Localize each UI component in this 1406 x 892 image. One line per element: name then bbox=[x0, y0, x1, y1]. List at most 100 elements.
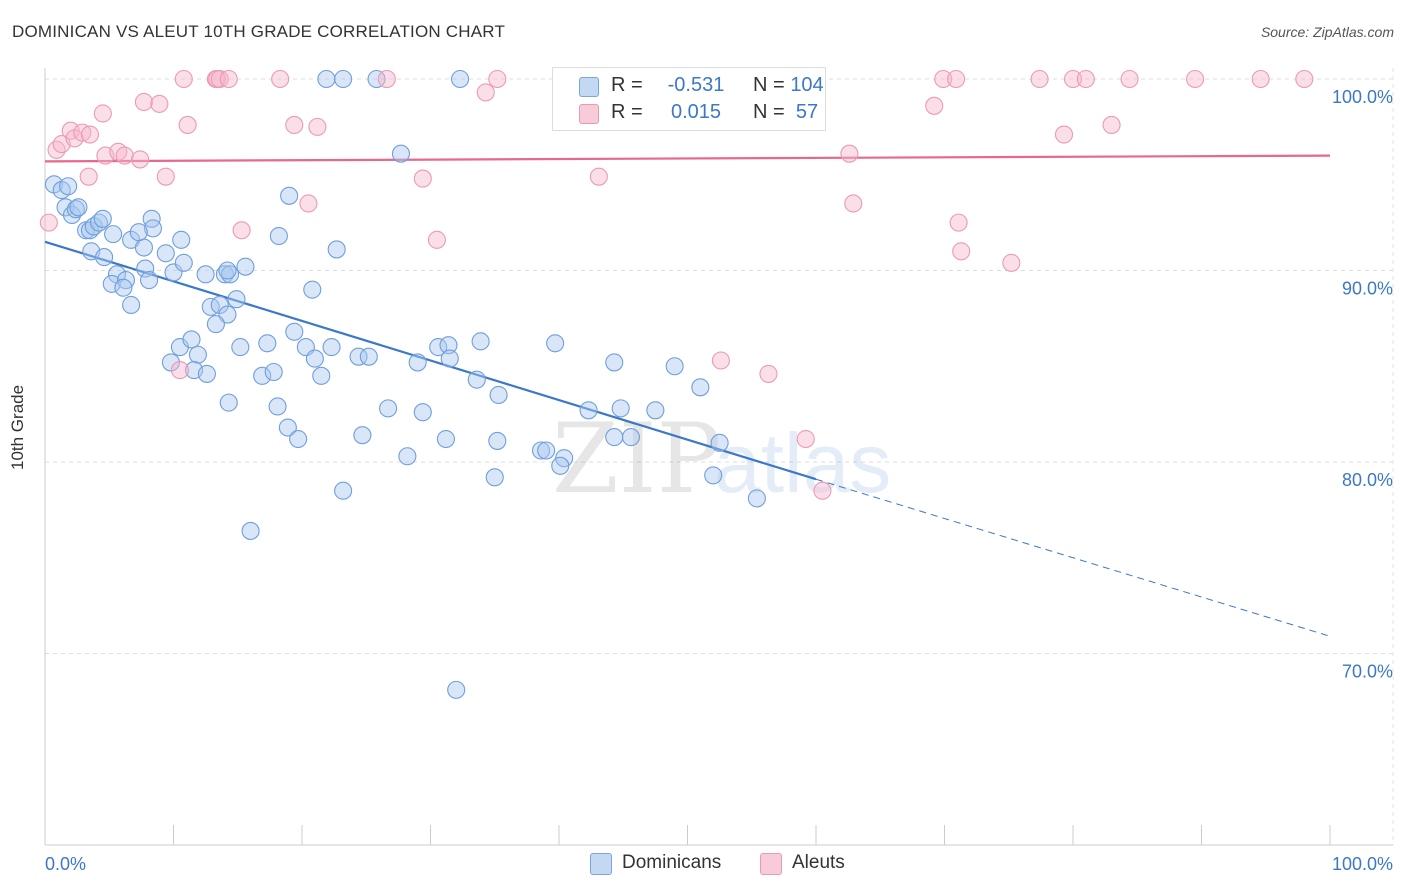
watermark-atlas: atlas bbox=[714, 416, 891, 510]
stats-legend: R = -0.531 N = 104 R = 0.015 N = 57 bbox=[552, 67, 826, 131]
legend-r-label: R = bbox=[611, 101, 643, 123]
aleuts-point bbox=[949, 213, 968, 232]
aleuts-point bbox=[150, 94, 169, 113]
y-tick-label: 100.0% bbox=[1332, 87, 1393, 107]
y-tick-label: 90.0% bbox=[1342, 279, 1393, 299]
dominicans-point bbox=[210, 295, 229, 315]
legend-swatch-dominicans bbox=[590, 853, 612, 875]
dominicans-point bbox=[172, 230, 191, 249]
axes bbox=[44, 68, 1393, 846]
aleuts-point bbox=[170, 361, 189, 380]
dominicans-point bbox=[398, 447, 417, 466]
dominicans-point bbox=[436, 429, 455, 449]
y-tick-label: 70.0% bbox=[1342, 662, 1393, 682]
dominicans-point bbox=[303, 280, 322, 299]
dominicans-point bbox=[59, 177, 78, 196]
dominicans-point bbox=[467, 370, 486, 389]
dominicans-point bbox=[268, 397, 287, 416]
legend-n-value: 57 bbox=[795, 101, 819, 123]
aleuts-point bbox=[79, 167, 98, 186]
trendline-solid bbox=[44, 240, 817, 481]
aleuts-point bbox=[925, 96, 944, 115]
aleuts-point bbox=[299, 194, 318, 213]
dominicans-point bbox=[280, 186, 299, 205]
dominicans-point bbox=[269, 226, 288, 246]
dominicans-point bbox=[278, 418, 297, 437]
dominicans-point bbox=[143, 219, 162, 238]
dominicans-point bbox=[489, 385, 508, 405]
dominicans-point bbox=[546, 334, 565, 353]
legend-label-aleuts: Aleuts bbox=[792, 852, 845, 873]
trendline-dashed bbox=[815, 478, 1331, 637]
dominicans-point bbox=[391, 144, 410, 163]
dominicans-point bbox=[488, 431, 507, 450]
dominicans-point bbox=[156, 244, 175, 263]
aleuts-point bbox=[1120, 69, 1139, 89]
y-tick-label: 80.0% bbox=[1342, 470, 1393, 490]
dominicans-point bbox=[665, 357, 684, 376]
aleuts-point bbox=[1054, 125, 1074, 144]
aleuts-point bbox=[759, 364, 778, 383]
aleuts-point bbox=[1186, 69, 1205, 89]
x-tick-label: 0.0% bbox=[45, 854, 86, 874]
dominicans-point bbox=[241, 521, 260, 540]
dominicans-point bbox=[122, 295, 141, 315]
dominicans-point bbox=[353, 426, 372, 445]
dominicans-point bbox=[95, 248, 114, 267]
dominicans-point bbox=[334, 481, 353, 500]
dominicans-point bbox=[317, 69, 336, 89]
aleuts-point bbox=[1076, 69, 1095, 89]
aleuts-point bbox=[377, 69, 396, 89]
x-tick-label: 100.0% bbox=[1332, 854, 1393, 874]
aleuts-point bbox=[844, 194, 863, 213]
aleuts-point bbox=[47, 140, 66, 159]
dominicans-point bbox=[258, 334, 277, 353]
dominicans-point bbox=[537, 441, 556, 460]
dominicans-point bbox=[621, 428, 641, 447]
dominicans-point bbox=[334, 69, 353, 89]
aleuts-point bbox=[271, 69, 290, 89]
dominicans-point bbox=[174, 253, 193, 272]
dominicans-point bbox=[447, 680, 466, 699]
dominicans-point bbox=[451, 69, 470, 89]
aleuts-point bbox=[796, 429, 815, 449]
dominicans-point bbox=[201, 297, 220, 316]
dominicans-points bbox=[44, 69, 766, 699]
aleuts-point bbox=[476, 83, 495, 102]
aleuts-point bbox=[952, 242, 971, 261]
dominicans-point bbox=[551, 456, 570, 475]
legend-swatch-aleuts bbox=[760, 853, 782, 875]
legend-n-label: N = bbox=[753, 74, 785, 96]
y-axis-label: 10th Grade bbox=[8, 384, 27, 470]
aleuts-point bbox=[813, 481, 832, 500]
dominicans-point bbox=[285, 322, 304, 341]
aleuts-point bbox=[131, 150, 150, 169]
aleuts-point bbox=[1102, 115, 1121, 135]
dominicans-point bbox=[142, 209, 161, 228]
dominicans-point bbox=[134, 238, 153, 257]
legend-swatch-aleuts bbox=[579, 104, 599, 124]
dominicans-point bbox=[704, 466, 723, 485]
aleuts-point bbox=[1002, 253, 1021, 272]
dominicans-point bbox=[196, 265, 215, 284]
dominicans-point bbox=[236, 257, 255, 276]
dominicans-point bbox=[312, 366, 331, 385]
aleuts-point bbox=[134, 92, 153, 112]
dominicans-point bbox=[136, 259, 155, 278]
dominicans-point bbox=[367, 69, 386, 89]
dominicans-point bbox=[359, 347, 378, 366]
dominicans-point bbox=[102, 274, 121, 293]
dominicans-point bbox=[182, 330, 201, 349]
dominicans-point bbox=[114, 278, 133, 297]
dominicans-point bbox=[747, 489, 766, 508]
aleuts-point bbox=[947, 69, 966, 89]
dominicans-point bbox=[218, 261, 237, 280]
aleuts-point bbox=[589, 167, 608, 186]
dominicans-point bbox=[69, 198, 88, 217]
dominicans-point bbox=[322, 338, 341, 357]
dominicans-point bbox=[579, 401, 598, 420]
aleuts-point bbox=[413, 169, 432, 188]
dominicans-point bbox=[227, 290, 246, 309]
dominicans-point bbox=[440, 349, 459, 368]
